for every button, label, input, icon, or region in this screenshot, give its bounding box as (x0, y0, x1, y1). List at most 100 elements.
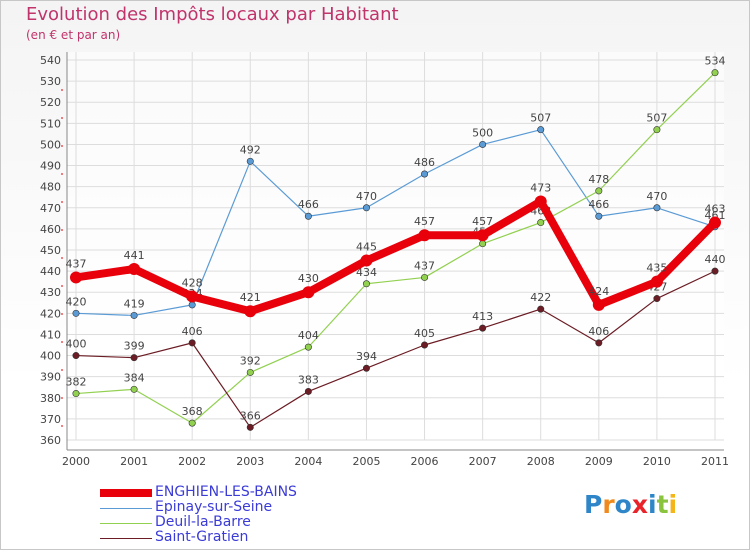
data-point (362, 280, 370, 288)
y-tick-label: 440 (40, 265, 61, 278)
x-tick-label: 2008 (527, 455, 555, 468)
data-point (653, 204, 661, 212)
legend-label: ENGHIEN-LES-BAINS (155, 484, 297, 500)
series-line (75, 129, 716, 317)
legend-swatch (100, 522, 152, 524)
x-tick-label: 2003 (236, 455, 264, 468)
proxiti-logo: Proxiti (584, 490, 677, 519)
data-label: 434 (356, 266, 377, 279)
data-label: 368 (182, 405, 203, 418)
data-point (244, 305, 257, 318)
x-tick-label: 2004 (294, 455, 322, 468)
data-point (188, 419, 196, 427)
x-tick-label: 2010 (643, 455, 671, 468)
series-line (75, 72, 716, 424)
series-line (72, 197, 719, 316)
data-label: 507 (530, 112, 551, 125)
y-tick-label: 500 (40, 138, 61, 151)
data-label: 470 (646, 190, 667, 203)
data-point (592, 298, 605, 311)
data-point (130, 354, 138, 362)
data-point (72, 352, 80, 360)
data-label: 457 (472, 215, 493, 228)
data-label: 437 (414, 259, 435, 272)
data-point (537, 305, 545, 313)
data-point (653, 295, 661, 303)
data-point (595, 339, 603, 347)
data-point (537, 126, 545, 134)
y-tick-label: 380 (40, 392, 61, 405)
data-label: 394 (356, 350, 377, 363)
y-tick-label: 490 (40, 160, 61, 173)
data-point (130, 385, 138, 393)
data-label: 392 (240, 354, 261, 367)
data-point (421, 273, 429, 281)
data-label: 424 (588, 285, 609, 298)
y-tick-label: 410 (40, 328, 61, 341)
x-tick-label: 2006 (411, 455, 439, 468)
data-point (418, 229, 431, 242)
data-label: 441 (124, 249, 145, 262)
data-point (362, 204, 370, 212)
data-point (711, 267, 719, 275)
data-label: 419 (124, 297, 145, 310)
data-point (188, 301, 196, 309)
data-label: 428 (182, 276, 203, 289)
data-point (304, 343, 312, 351)
data-point (304, 212, 312, 220)
data-label: 382 (66, 376, 87, 389)
data-point (246, 423, 254, 431)
data-point (70, 271, 82, 284)
data-point (595, 187, 603, 195)
data-label: 435 (646, 262, 667, 275)
logo-letter: r (602, 490, 615, 519)
data-label: 421 (240, 291, 261, 304)
data-label: 399 (124, 340, 145, 353)
data-label: 463 (705, 203, 726, 216)
data-point (130, 311, 138, 319)
data-label: 500 (472, 126, 493, 139)
data-label: 422 (530, 291, 551, 304)
y-tick-label: 390 (40, 371, 61, 384)
data-point (302, 286, 315, 299)
chart-title: Evolution des Impôts locaux par Habitant (26, 4, 399, 25)
x-tick-label: 2000 (62, 455, 90, 468)
y-tick-label: 520 (40, 96, 61, 109)
data-point (476, 229, 489, 242)
data-point (246, 368, 254, 376)
x-tick-label: 2001 (120, 455, 148, 468)
legend-label: Epinay-sur-Seine (155, 499, 273, 515)
data-label: 486 (414, 156, 435, 169)
data-label: 507 (646, 112, 667, 125)
y-tick-label: 470 (40, 202, 61, 215)
y-tick-label: 460 (40, 223, 61, 236)
series-line (75, 270, 716, 428)
data-label: 406 (182, 325, 203, 338)
data-point (304, 387, 312, 395)
data-point (479, 324, 487, 332)
data-point (709, 216, 721, 229)
legend-label: Deuil-la-Barre (155, 514, 251, 530)
y-tick-label: 370 (40, 413, 61, 426)
data-point (362, 364, 370, 372)
x-tick-label: 2007 (469, 455, 497, 468)
data-point (534, 195, 547, 208)
data-point (360, 254, 373, 267)
logo-letter: o (614, 490, 632, 519)
logo-letter: x (631, 490, 648, 519)
data-label: 478 (588, 173, 609, 186)
x-tick-label: 2011 (701, 455, 729, 468)
data-point (72, 309, 80, 317)
data-label: 445 (356, 241, 377, 254)
data-point (421, 341, 429, 349)
data-label: 384 (124, 371, 145, 384)
data-label: 473 (530, 181, 551, 194)
data-point (711, 69, 719, 77)
line-chart: 360 370 380 390 400 410 420 430 440 450 460 470 480 4… (40, 52, 729, 468)
logo-letter: i (668, 490, 678, 519)
data-label: 383 (298, 373, 319, 386)
y-tick-label: 540 (40, 54, 61, 67)
legend-swatch (100, 507, 152, 509)
logo-letter: P (584, 490, 603, 519)
logo-letter: i (648, 490, 657, 519)
